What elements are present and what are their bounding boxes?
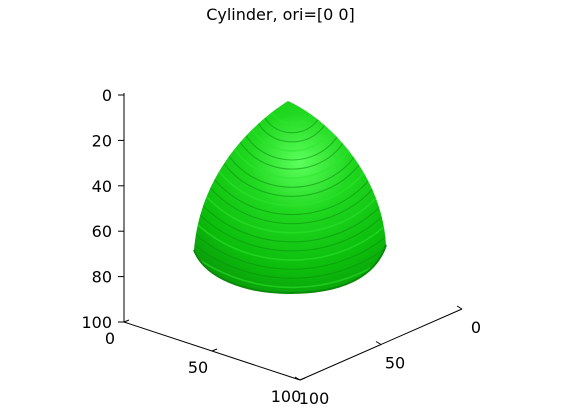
surface-ripple (194, 101, 386, 289)
left-depth-tick-label: 100 (271, 387, 302, 406)
surface-ripple (194, 101, 386, 234)
cylinder-surface (193, 101, 387, 295)
vertical-axis-ticks: 0 20 40 60 80 100 (81, 86, 124, 332)
left-depth-axis-ticks: 0 50 100 (105, 319, 306, 406)
surface-ripple (194, 101, 386, 279)
vertical-tick-label: 20 (92, 131, 112, 150)
surface-ripple (194, 101, 386, 261)
left-depth-tick-label: 50 (188, 358, 208, 377)
surface-rim (193, 244, 387, 295)
left-depth-tick-mark (123, 319, 130, 323)
surface-ripple (194, 101, 386, 225)
vertical-tick-label: 100 (81, 313, 112, 332)
right-depth-tick-label: 50 (385, 354, 405, 373)
right-depth-axis-ticks: 0 50 100 (294, 305, 481, 408)
vertical-tick-label: 80 (92, 268, 112, 287)
vertical-tick-label: 60 (92, 222, 112, 241)
left-depth-tick-label: 0 (105, 329, 115, 348)
vertical-axis: 0 20 40 60 80 100 (81, 86, 125, 332)
surface-ripple (194, 101, 386, 270)
surface-ripple (194, 101, 386, 243)
right-depth-axis: 0 50 100 (294, 305, 481, 408)
right-depth-tick-mark (375, 341, 382, 345)
surface-ripple (194, 101, 386, 252)
vertical-tick-label: 40 (92, 177, 112, 196)
right-depth-tick-mark (294, 376, 301, 381)
right-depth-tick-label: 0 (471, 318, 481, 337)
right-depth-tick-mark (456, 305, 463, 310)
chart-title: Cylinder, ori=[0 0] (206, 5, 355, 24)
left-depth-axis: 0 50 100 (105, 319, 306, 406)
vertical-tick-label: 0 (102, 86, 112, 105)
right-depth-tick-label: 100 (299, 389, 330, 408)
left-depth-tick-mark (211, 348, 218, 352)
